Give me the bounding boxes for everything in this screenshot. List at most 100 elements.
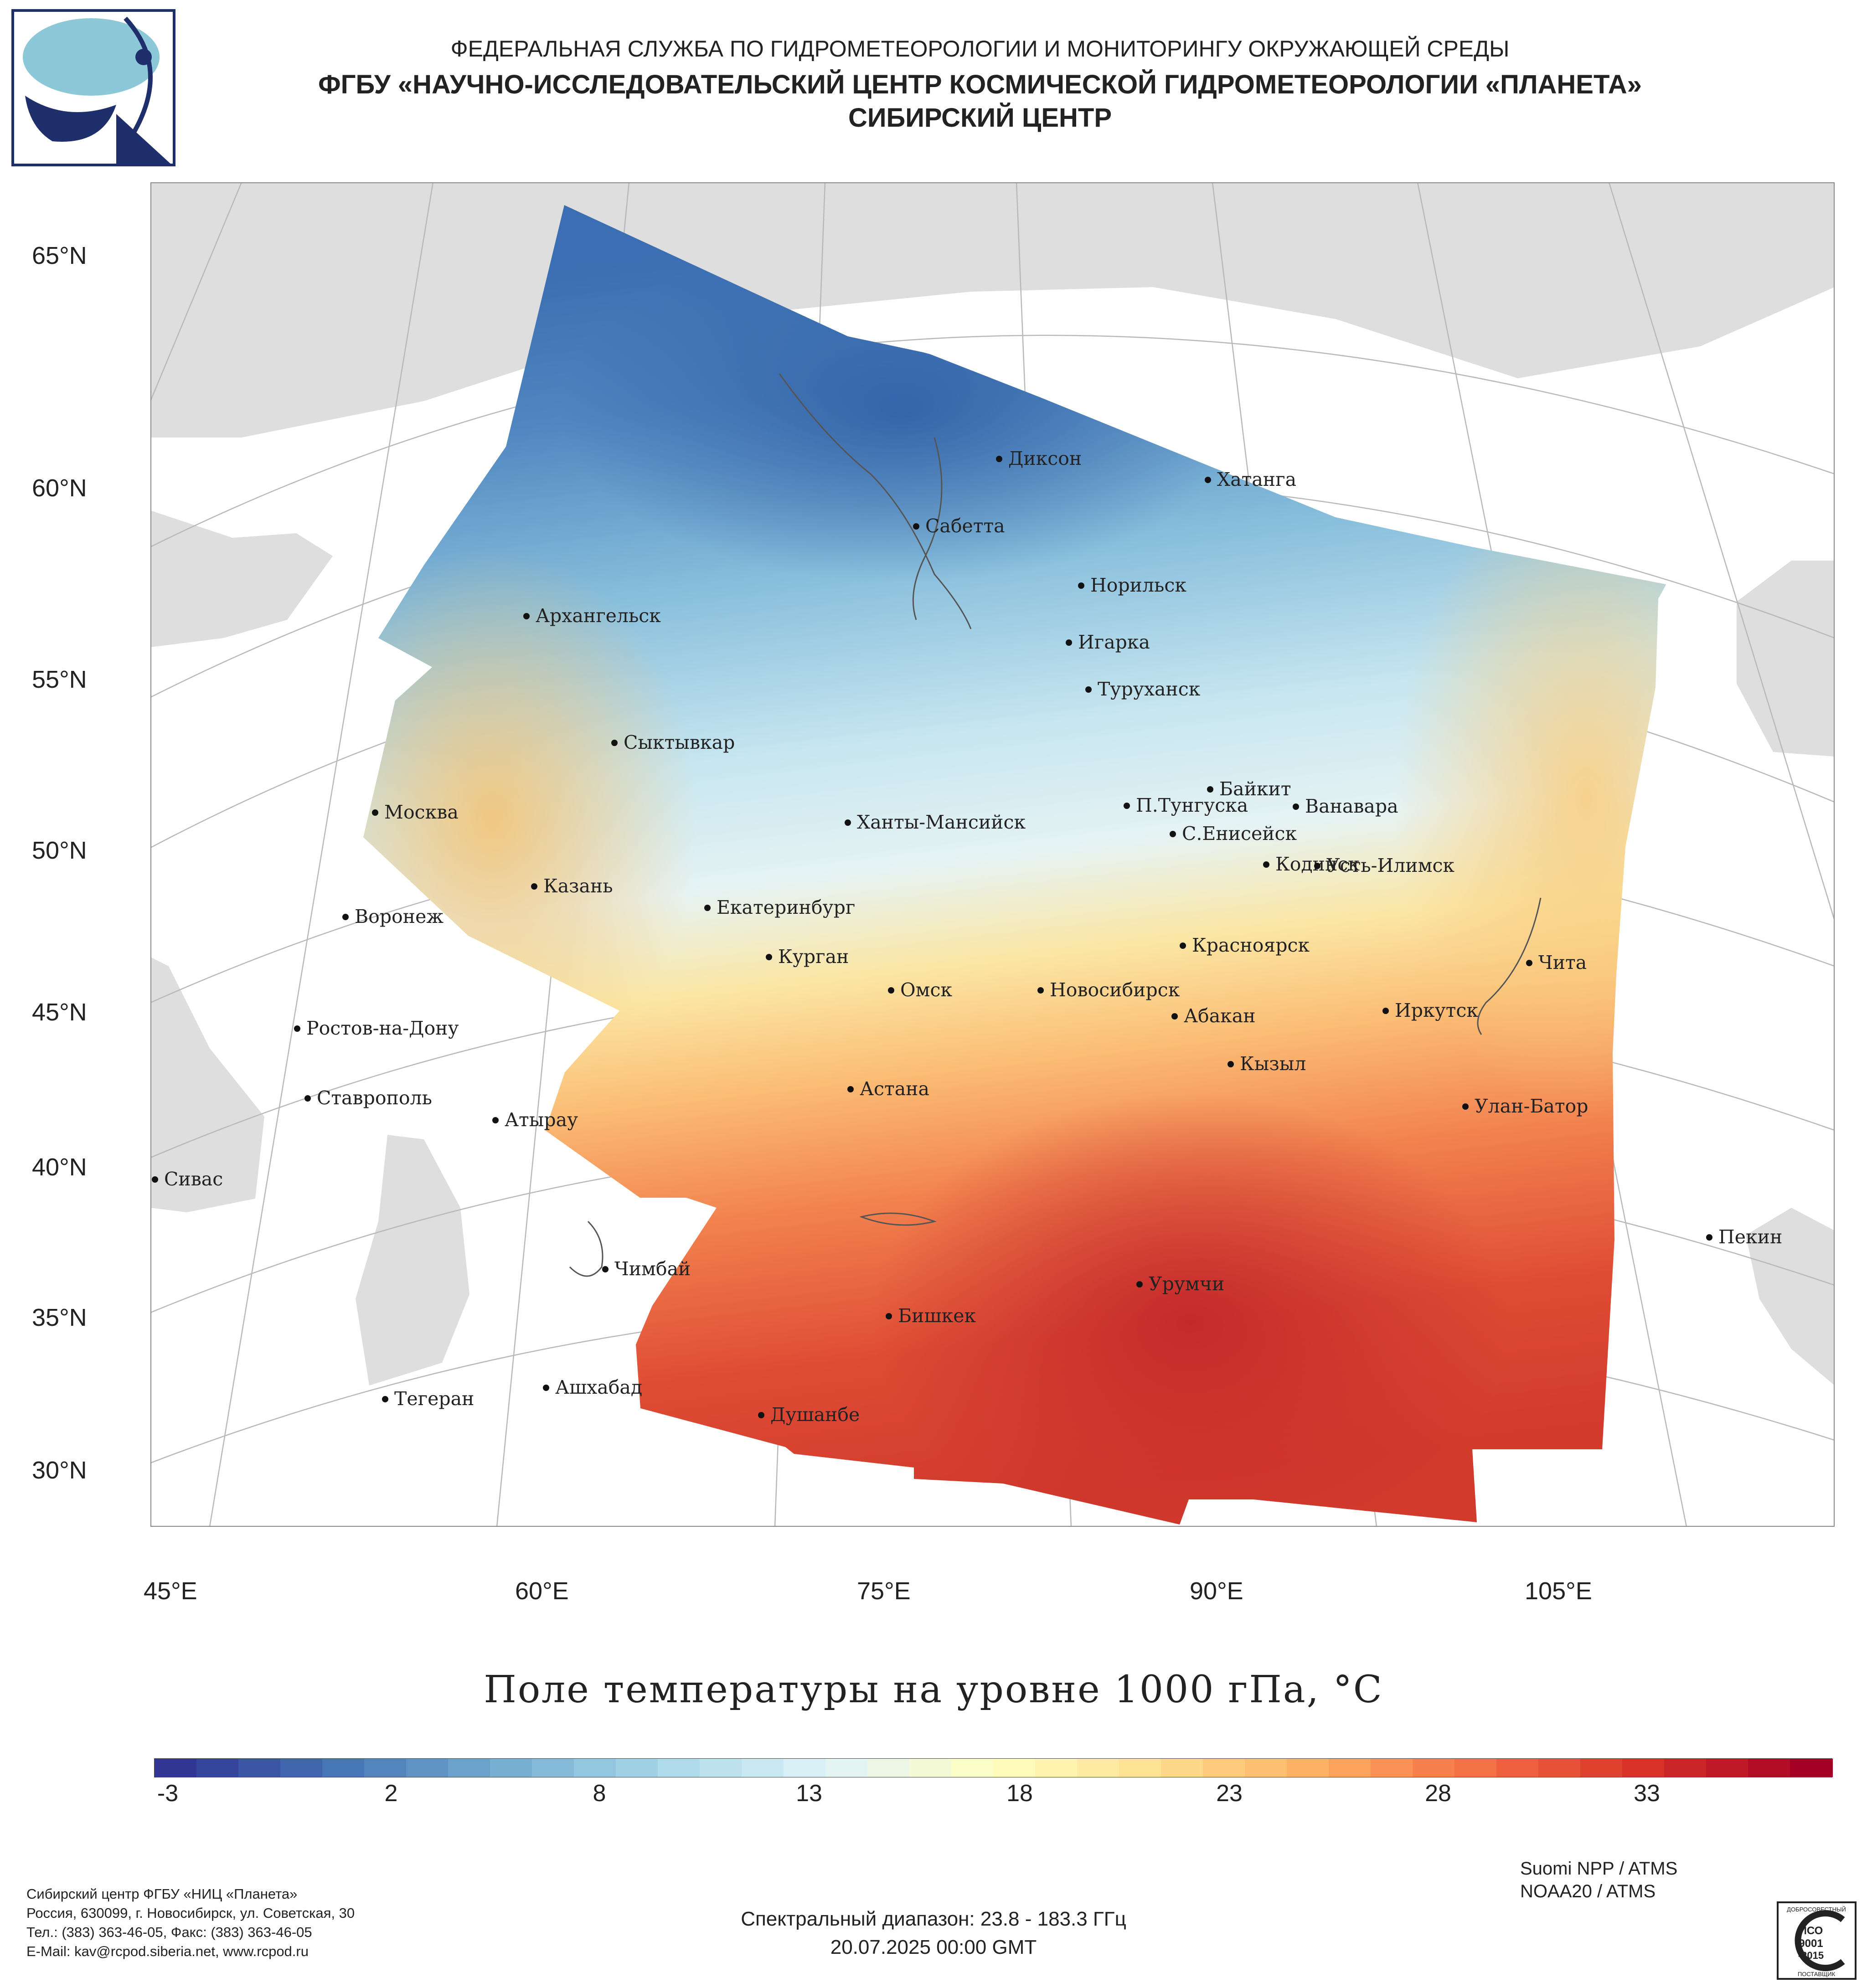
city-p-tunguska: П.Тунгуска — [1124, 794, 1248, 816]
city-moscow: Москва — [372, 801, 459, 823]
svg-text:Иркутск: Иркутск — [1395, 999, 1478, 1021]
lat-label-60: 60°N — [32, 474, 87, 502]
colorbar-segment — [1454, 1759, 1497, 1777]
iso-badge: ДОБРОСОВЕСТНЫЙ ИСО 9001 -2015 ПОСТАВЩИК — [1777, 1901, 1857, 1980]
colorbar-segment — [1622, 1759, 1665, 1777]
city-bishkek: Бишкек — [886, 1305, 976, 1327]
coastlines — [569, 373, 1542, 1277]
svg-text:Чимбай: Чимбай — [614, 1258, 691, 1280]
instrument-list: Suomi NPP / ATMS NOAA20 / ATMS — [1520, 1857, 1677, 1903]
org-contact-block: Сибирский центр ФГБУ «НИЦ «Планета» Росс… — [26, 1885, 355, 1961]
org-phone: Тел.: (383) 363-46-05, Факс: (383) 363-4… — [26, 1924, 312, 1940]
colorbar-segment — [1329, 1759, 1372, 1777]
colorbar-segment — [574, 1759, 617, 1777]
org-email: E-Mail: kav@rcpod.siberia.net, www.rcpod… — [26, 1943, 309, 1959]
city-novosibirsk: Новосибирск — [1037, 979, 1180, 1001]
colorbar-segment — [1287, 1759, 1330, 1777]
city-syktyvkar: Сыктывкар — [611, 731, 735, 753]
header-branch: СИБИРСКИЙ ЦЕНТР — [848, 103, 1112, 133]
svg-text:Сабетта: Сабетта — [925, 515, 1005, 537]
colorbar-tick: 33 — [1634, 1780, 1660, 1807]
svg-text:Душанбе: Душанбе — [770, 1404, 860, 1426]
colorbar-segment — [616, 1759, 659, 1777]
product-info: Спектральный диапазон: 23.8 - 183.3 ГГц … — [0, 1905, 1867, 1962]
colorbar-tick: 23 — [1216, 1780, 1243, 1807]
city-stavropol: Ставрополь — [304, 1087, 432, 1109]
lat-label-50: 50°N — [32, 837, 87, 864]
svg-text:Чита: Чита — [1538, 952, 1587, 973]
city-chimbay: Чимбай — [602, 1258, 691, 1280]
city-rostov-na-donu: Ростов-на-Дону — [294, 1017, 459, 1039]
svg-text:Астана: Астана — [860, 1078, 929, 1100]
header-agency: ФЕДЕРАЛЬНАЯ СЛУЖБА ПО ГИДРОМЕТЕОРОЛОГИИ … — [450, 36, 1510, 62]
colorbar-segment — [1580, 1759, 1623, 1777]
city-arkhangelsk: Архангельск — [523, 605, 661, 627]
colorbar-segment — [1413, 1759, 1455, 1777]
svg-text:Усть-Илимск: Усть-Илимск — [1326, 855, 1454, 876]
colorbar-segment — [1496, 1759, 1539, 1777]
org-address: Россия, 630099, г. Новосибирск, ул. Сове… — [26, 1905, 355, 1921]
svg-text:Абакан: Абакан — [1184, 1005, 1256, 1027]
city-markers: Диксон Хатанга Сабетта Норильск Архангел… — [152, 448, 1782, 1426]
city-sabetta: Сабетта — [913, 515, 1005, 537]
lat-label-35: 35°N — [32, 1304, 87, 1331]
city-chita: Чита — [1526, 952, 1587, 973]
city-voronezh: Воронеж — [342, 906, 444, 927]
colorbar-segment — [825, 1759, 868, 1777]
city-beijing: Пекин — [1706, 1226, 1782, 1248]
colorbar-segment — [784, 1759, 826, 1777]
svg-text:Ашхабад: Ашхабад — [555, 1376, 642, 1398]
spectral-range: Спектральный диапазон: 23.8 - 183.3 ГГц — [741, 1908, 1126, 1930]
okhotsk-land — [1737, 561, 1835, 757]
svg-text:Бишкек: Бишкек — [898, 1305, 976, 1327]
svg-text:Хатанга: Хатанга — [1217, 469, 1296, 490]
svg-text:9001: 9001 — [1799, 1937, 1823, 1950]
org-name: Сибирский центр ФГБУ «НИЦ «Планета» — [26, 1886, 298, 1902]
colorbar-segment — [1203, 1759, 1246, 1777]
city-atyrau: Атырау — [492, 1109, 578, 1131]
lon-label-75: 75°E — [857, 1577, 911, 1605]
caspian-sea — [356, 1135, 469, 1385]
city-tehran: Тегеран — [382, 1388, 474, 1410]
colorbar-segment — [742, 1759, 784, 1777]
svg-text:Курган: Курган — [778, 946, 849, 968]
city-ashgabat: Ашхабад — [543, 1376, 642, 1398]
colorbar-segment — [155, 1759, 197, 1777]
svg-text:Красноярск: Красноярск — [1192, 934, 1310, 956]
colorbar-segment — [1245, 1759, 1288, 1777]
city-kazan: Казань — [531, 875, 613, 897]
colorbar-segment — [1035, 1759, 1078, 1777]
svg-text:П.Тунгуска: П.Тунгуска — [1136, 794, 1248, 816]
city-omsk: Омск — [888, 979, 952, 1001]
colorbar-segment — [238, 1759, 281, 1777]
planeta-logo — [11, 9, 175, 166]
colorbar-segment — [909, 1759, 952, 1777]
colorbar-tick: 8 — [593, 1780, 606, 1807]
svg-text:Екатеринбург: Екатеринбург — [717, 896, 855, 918]
city-khatanga: Хатанга — [1205, 469, 1296, 490]
colorbar-tick: -3 — [157, 1780, 179, 1807]
lon-label-90: 90°E — [1190, 1577, 1243, 1605]
colorbar-tick: 2 — [384, 1780, 398, 1807]
svg-text:ПОСТАВЩИК: ПОСТАВЩИК — [1798, 1971, 1836, 1978]
lat-label-40: 40°N — [32, 1154, 87, 1181]
svg-text:Омск: Омск — [900, 979, 952, 1001]
colorbar-segment — [448, 1759, 491, 1777]
colorbar-segment — [658, 1759, 701, 1777]
svg-text:Ванавара: Ванавара — [1305, 795, 1398, 817]
colorbar-segment — [490, 1759, 533, 1777]
city-s-yeniseysk: С.Енисейск — [1170, 823, 1297, 845]
colorbar-segment — [1706, 1759, 1749, 1777]
city-baykit: Байкит — [1207, 778, 1291, 800]
colorbar-segment — [322, 1759, 365, 1777]
svg-text:Казань: Казань — [543, 875, 613, 897]
lat-label-65: 65°N — [32, 242, 87, 269]
svg-text:Ростов-на-Дону: Ростов-на-Дону — [306, 1017, 459, 1039]
svg-text:Диксон: Диксон — [1008, 448, 1082, 469]
city-kyzyl: Кызыл — [1227, 1053, 1306, 1075]
colorbar-segment — [951, 1759, 994, 1777]
svg-text:Норильск: Норильск — [1090, 574, 1186, 596]
lat-label-45: 45°N — [32, 999, 87, 1026]
svg-text:Сивас: Сивас — [164, 1168, 223, 1190]
colorbar-segment — [532, 1759, 575, 1777]
